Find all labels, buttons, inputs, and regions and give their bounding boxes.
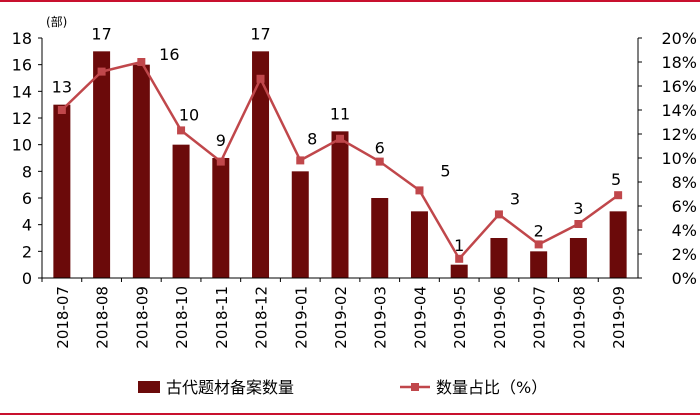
bar-value-label: 8 — [307, 129, 317, 148]
legend-label-bar: 古代题材备案数量 — [166, 378, 294, 397]
x-tick-label: 2018-07 — [54, 286, 72, 349]
bar — [252, 51, 270, 279]
left-tick-label: 18 — [12, 29, 32, 48]
right-tick-label: 18% — [661, 53, 697, 72]
bar-value-label: 2 — [534, 221, 544, 240]
line-marker — [57, 106, 66, 114]
bar — [490, 238, 508, 278]
line-marker — [455, 254, 464, 263]
left-tick-label: 2 — [22, 242, 32, 261]
legend: 古代题材备案数量 数量占比（%） — [138, 378, 547, 397]
x-axis: 2018-07 2018-08 2018-09 2018-10 2018-11 2018-… — [41, 277, 638, 349]
bar-value-label: 5 — [611, 170, 621, 189]
x-tick-label: 2018-09 — [133, 286, 151, 349]
bar — [172, 144, 190, 278]
x-tick-label: 2018-10 — [173, 286, 191, 349]
bar — [450, 264, 468, 278]
x-tick-label: 2019-01 — [292, 286, 310, 349]
line-marker — [296, 156, 305, 165]
line-marker — [97, 67, 106, 76]
x-tick-label: 2019-07 — [531, 286, 549, 349]
right-tick-label: 6% — [672, 197, 697, 216]
bar-value-label: 6 — [375, 139, 385, 158]
bar-value-label: 13 — [52, 78, 72, 97]
left-unit-label: (部) — [46, 14, 67, 29]
bar — [410, 211, 428, 278]
bar — [371, 198, 389, 278]
line-marker — [375, 157, 384, 166]
bar-value-label: 3 — [510, 189, 520, 208]
x-tick-label: 2019-04 — [411, 286, 429, 349]
bar — [53, 104, 71, 279]
right-tick-label: 12% — [661, 125, 697, 144]
legend-swatch-bar — [138, 381, 160, 393]
x-tick-label: 2018-11 — [213, 286, 231, 349]
line-marker — [534, 240, 543, 249]
bar-value-label: 3 — [573, 199, 583, 218]
x-tick-label: 2019-05 — [451, 286, 469, 349]
left-tick-label: 6 — [22, 189, 32, 208]
bar — [291, 171, 309, 278]
line-marker — [415, 186, 424, 195]
bar — [530, 251, 548, 278]
left-tick-label: 4 — [22, 216, 32, 235]
right-tick-label: 2% — [672, 245, 697, 264]
left-tick-label: 0 — [22, 269, 32, 288]
x-tick-label: 2019-06 — [491, 286, 509, 349]
right-tick-label: 14% — [661, 101, 697, 120]
bar-value-label: 11 — [330, 104, 350, 123]
line-marker — [216, 157, 225, 166]
line-marker — [256, 74, 265, 83]
x-tick-label: 2019-02 — [332, 286, 350, 349]
bar — [569, 238, 587, 278]
right-tick-label: 4% — [672, 221, 697, 240]
right-tick-label: 0% — [672, 269, 697, 288]
x-tick-label: 2019-03 — [372, 286, 390, 349]
bar — [331, 131, 349, 278]
line-marker — [614, 191, 623, 200]
legend-swatch-marker — [411, 383, 419, 391]
x-tick-label: 2019-09 — [610, 286, 628, 349]
x-tick-label: 2019-08 — [570, 286, 588, 349]
bar — [609, 211, 627, 278]
x-tick-label: 2018-08 — [94, 286, 112, 349]
left-tick-label: 14 — [12, 82, 32, 101]
left-axis: 0 2 4 6 8 10 12 14 16 18 (部) — [12, 14, 68, 288]
left-tick-label: 10 — [12, 136, 32, 155]
right-tick-label: 20% — [661, 29, 697, 48]
left-tick-label: 8 — [22, 162, 32, 181]
bar-value-label: 10 — [179, 105, 199, 124]
bar-value-label: 16 — [159, 45, 179, 64]
right-tick-label: 8% — [672, 173, 697, 192]
right-tick-label: 10% — [661, 149, 697, 168]
line-marker — [177, 126, 186, 135]
bar — [132, 64, 150, 279]
line-series — [57, 58, 623, 263]
line-marker — [137, 58, 146, 66]
bar-value-label: 9 — [216, 131, 226, 150]
left-tick-label: 16 — [12, 56, 32, 75]
bar-value-label: 1 — [454, 236, 464, 255]
line-marker — [336, 134, 344, 143]
line-marker — [494, 210, 503, 219]
x-tick-label: 2018-12 — [253, 286, 271, 349]
bar — [212, 158, 230, 278]
bar-value-label: 17 — [250, 24, 270, 43]
bar-value-label: 17 — [91, 24, 111, 43]
legend-label-line: 数量占比（%） — [436, 378, 547, 397]
right-axis: 0% 2% 4% 6% 8% 10% 12% 14% 16% 18% 20% — [637, 29, 697, 288]
bar — [93, 51, 111, 279]
left-tick-label: 12 — [12, 109, 32, 128]
line-marker — [574, 220, 583, 228]
bar-value-label: 5 — [440, 161, 450, 180]
right-tick-label: 16% — [661, 77, 697, 96]
